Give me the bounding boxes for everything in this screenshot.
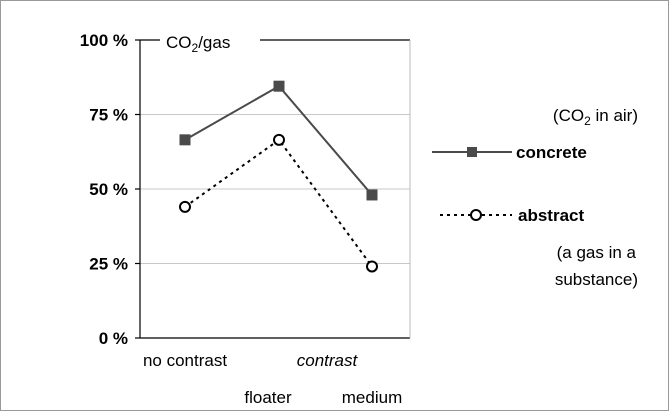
legend-note-concrete-open: (CO (553, 106, 584, 125)
legend-note-concrete: (CO2 in air) (553, 106, 638, 128)
x-tick-label-0: no contrast (143, 351, 227, 370)
legend-label-abstract: abstract (518, 206, 584, 225)
y-tick-label-75: 75 % (89, 106, 128, 125)
x-tick-label-2: medium (342, 388, 402, 407)
legend-note-concrete-subscript: 2 (584, 114, 591, 128)
y-tick-label-50: 50 % (89, 180, 128, 199)
y-tick-label-25: 25 % (89, 255, 128, 274)
point-abstract-1 (273, 133, 285, 146)
x-tick-label-1: floater (244, 388, 292, 407)
chart-title-subscript: 2 (192, 41, 199, 55)
gridlines (140, 114, 410, 264)
point-concrete-0 (179, 134, 191, 146)
chart-title: CO2/gas (166, 33, 230, 55)
legend-note-abstract-line1: (a gas in a (557, 243, 637, 262)
chart-title-background (160, 30, 260, 52)
legend-marker-abstract (470, 209, 482, 221)
x-group-label-contrast: contrast (297, 351, 359, 370)
point-abstract-0 (179, 200, 191, 213)
legend-label-concrete: concrete (516, 143, 587, 162)
chart-title-gas: /gas (198, 33, 230, 52)
y-tick-label-0: 0 % (99, 329, 128, 348)
y-ticks: 0 % 25 % 50 % 75 % 100 % (80, 31, 140, 348)
legend-note-abstract-line2: substance) (555, 270, 638, 289)
point-abstract-2 (366, 260, 378, 273)
legend-marker-concrete (467, 147, 477, 157)
legend-note-concrete-close: in air) (591, 106, 638, 125)
point-concrete-1 (273, 80, 285, 92)
point-concrete-2 (366, 189, 378, 201)
chart-title-co: CO (166, 33, 192, 52)
y-tick-label-100: 100 % (80, 31, 128, 50)
series-layer (179, 80, 378, 273)
